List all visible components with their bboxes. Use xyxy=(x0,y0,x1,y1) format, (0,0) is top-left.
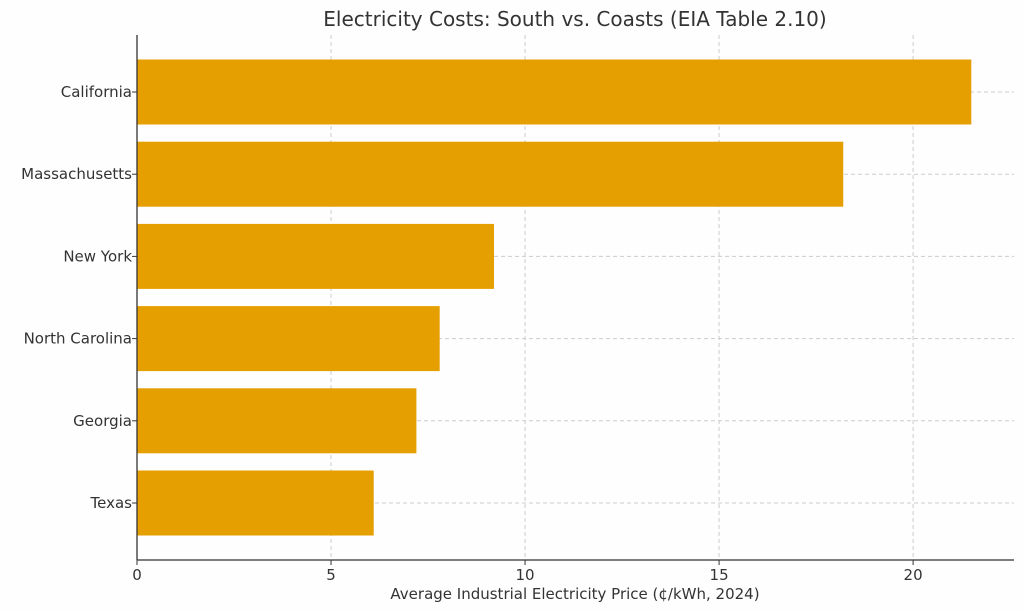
x-tick-label: 20 xyxy=(904,566,923,584)
y-ticks: California Massachusetts New York North Car… xyxy=(21,83,137,512)
x-ticks: 0 5 10 15 20 xyxy=(132,560,923,584)
y-tick-label: Texas xyxy=(90,494,133,512)
chart-title: Electricity Costs: South vs. Coasts (EIA… xyxy=(323,7,826,31)
bar-georgia xyxy=(137,388,417,454)
x-tick-label: 5 xyxy=(326,566,336,584)
x-tick-label: 15 xyxy=(710,566,729,584)
bar-north-carolina xyxy=(137,306,440,372)
y-tick-label: California xyxy=(61,83,132,101)
bar-texas xyxy=(137,470,374,536)
x-axis-label: Average Industrial Electricity Price (¢/… xyxy=(390,585,759,603)
axes xyxy=(136,35,1014,561)
bar-new-york xyxy=(137,223,495,289)
bar-california xyxy=(137,59,972,125)
bar-massachusetts xyxy=(137,141,844,207)
bars xyxy=(137,59,972,536)
y-tick-label: Massachusetts xyxy=(21,165,132,183)
x-tick-label: 10 xyxy=(516,566,535,584)
x-tick-label: 0 xyxy=(132,566,142,584)
y-tick-label: New York xyxy=(63,247,132,265)
y-tick-label: Georgia xyxy=(73,412,132,430)
y-tick-label: North Carolina xyxy=(24,330,132,348)
